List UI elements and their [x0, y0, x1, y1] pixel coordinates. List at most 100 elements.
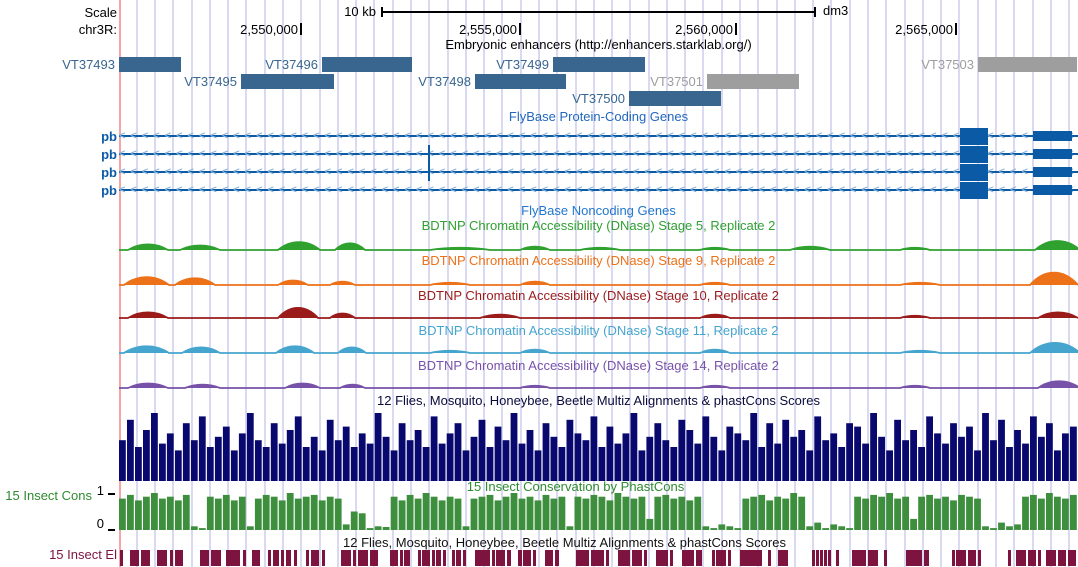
histogram-bar	[846, 528, 853, 530]
insect-el-segment	[273, 550, 279, 566]
bdtnp-wiggle[interactable]	[119, 334, 1078, 354]
histogram-bar	[750, 413, 758, 481]
grid-line	[775, 0, 778, 567]
grid-line	[592, 0, 595, 567]
bdtnp-wiggle[interactable]	[119, 369, 1078, 389]
bdtnp-wiggle[interactable]	[119, 231, 1078, 251]
histogram-bar	[622, 433, 630, 481]
insect-el-segment	[518, 550, 522, 566]
gene-line	[119, 189, 1078, 191]
enhancer-label: VT37493	[62, 57, 115, 72]
histogram-bar	[614, 443, 622, 481]
histogram-bar	[542, 423, 550, 481]
histogram-bar	[926, 494, 933, 530]
histogram-bar	[127, 494, 134, 530]
bdtnp-wiggle[interactable]	[119, 299, 1078, 319]
insect-el-segment	[836, 550, 839, 566]
gene-transcript-row[interactable]: <<<<<<<<<<<<<<<<<<<<<<<<<<<<<<<<<<<<<<<<…	[119, 181, 1078, 199]
gene-name-label[interactable]: pb	[101, 129, 117, 144]
histogram-bar	[526, 430, 534, 481]
histogram-bar	[758, 447, 766, 481]
enhancer-box[interactable]	[241, 74, 334, 89]
histogram-bar	[990, 528, 997, 530]
histogram-bar	[398, 423, 406, 481]
enhancer-box[interactable]	[629, 91, 721, 106]
multiz-track-title[interactable]: 12 Flies, Mosquito, Honeybee, Beetle Mul…	[377, 393, 820, 408]
histogram-bar	[894, 419, 901, 481]
insect-el-segment	[533, 550, 536, 566]
insect-el-segment	[418, 550, 421, 566]
bdtnp-wiggle[interactable]	[119, 266, 1078, 286]
enhancer-box[interactable]	[119, 57, 181, 72]
enhancer-box[interactable]	[553, 57, 645, 72]
bdtnp-track-title[interactable]: BDTNP Chromatin Accessibility (DNase) St…	[421, 253, 776, 268]
histogram-bar	[894, 498, 901, 530]
histogram-bar	[838, 447, 846, 481]
grid-line	[757, 0, 760, 567]
histogram-bar	[246, 413, 254, 481]
multiz-histogram-svg[interactable]	[119, 413, 1078, 481]
grid-line	[410, 0, 412, 567]
insect-el-segment	[924, 550, 929, 566]
enhancer-track-title[interactable]: Embryonic enhancers (http://enhancers.st…	[445, 37, 752, 52]
histogram-bar	[774, 496, 782, 530]
gene-name-label[interactable]: pb	[101, 183, 117, 198]
insect-el-segment	[432, 550, 435, 566]
enhancer-box[interactable]	[978, 57, 1077, 72]
bdtnp-track-title[interactable]: BDTNP Chromatin Accessibility (DNase) St…	[418, 323, 779, 338]
gene-transcript-row[interactable]: <<<<<<<<<<<<<<<<<<<<<<<<<<<<<<<<<<<<<<<<…	[119, 163, 1078, 181]
gene-name-label[interactable]: pb	[101, 147, 117, 162]
bdtnp-track-title[interactable]: BDTNP Chromatin Accessibility (DNase) St…	[417, 358, 780, 373]
histogram-bar	[182, 494, 190, 530]
gene-name-label[interactable]: pb	[101, 165, 117, 180]
insect-el-segment	[120, 550, 123, 566]
histogram-bar	[750, 496, 758, 530]
phastcons-track-title[interactable]: 15 Insect Conservation by PhastCons	[466, 479, 685, 494]
enhancer-label: VT37495	[184, 74, 237, 89]
phastcons-histogram-svg[interactable]	[119, 493, 1078, 530]
gene-exon-block	[960, 182, 988, 199]
enhancer-box[interactable]	[322, 57, 412, 72]
enhancer-box[interactable]	[707, 74, 799, 89]
bdtnp-track-title[interactable]: BDTNP Chromatin Accessibility (DNase) St…	[421, 218, 776, 233]
histogram-bar	[1030, 416, 1037, 481]
noncoding-genes-track-title[interactable]: FlyBase Noncoding Genes	[521, 203, 676, 218]
histogram-bar	[838, 526, 846, 530]
histogram-bar	[446, 496, 454, 530]
gene-exon-block	[960, 146, 988, 163]
multiz-track2-title[interactable]: 12 Flies, Mosquito, Honeybee, Beetle Mul…	[343, 535, 786, 550]
histogram-bar	[766, 500, 774, 530]
histogram-bar	[670, 498, 678, 530]
insect-el-segment	[507, 550, 511, 566]
coordinate-tick	[519, 23, 521, 35]
histogram-bar	[174, 450, 182, 481]
phastcons-left-label[interactable]: 15 Insect Cons	[5, 488, 92, 503]
ruler-scale-label: 10 kb	[344, 4, 376, 19]
gene-transcript-row[interactable]: <<<<<<<<<<<<<<<<<<<<<<<<<<<<<<<<<<<<<<<<…	[119, 145, 1078, 163]
grid-line	[684, 0, 687, 567]
histogram-bar	[638, 496, 646, 530]
grid-line	[483, 0, 486, 567]
histogram-bar	[518, 443, 526, 481]
histogram-bar	[1070, 426, 1077, 481]
histogram-bar	[278, 500, 286, 530]
histogram-bar	[334, 440, 342, 481]
gene-transcript-row[interactable]: <<<<<<<<<<<<<<<<<<<<<<<<<<<<<<<<<<<<<<<<…	[119, 127, 1078, 145]
histogram-bar	[414, 498, 422, 530]
insect-el-segment	[712, 550, 715, 566]
enhancer-box[interactable]	[475, 74, 566, 89]
bdtnp-track-title[interactable]: BDTNP Chromatin Accessibility (DNase) St…	[417, 288, 780, 303]
enhancer-label: VT37501	[650, 74, 703, 89]
histogram-bar	[782, 419, 790, 481]
histogram-bar	[670, 447, 678, 481]
histogram-bar	[774, 443, 782, 481]
histogram-bar	[190, 440, 198, 481]
histogram-bar	[558, 447, 566, 481]
coding-genes-track-title[interactable]: FlyBase Protein-Coding Genes	[508, 109, 689, 124]
insect-el-left-label[interactable]: 15 Insect El	[49, 547, 117, 562]
grid-line	[373, 0, 376, 567]
strand-arrows-left: <<<<<<<<<<<<<<<<<<<<<<<<<<<<<<<<<<<<<<<<…	[119, 148, 1078, 160]
insect-el-segment	[1028, 550, 1036, 566]
histogram-bar	[166, 496, 174, 530]
insect-el-segment	[200, 550, 209, 566]
